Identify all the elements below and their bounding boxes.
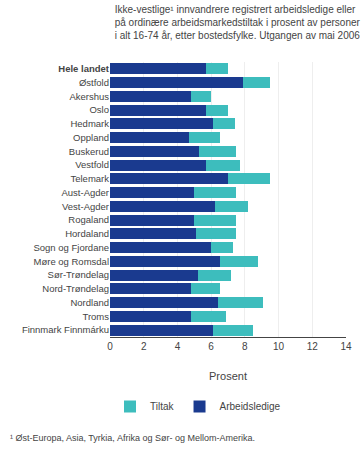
svg-text:10: 10	[273, 341, 285, 352]
svg-text:8: 8	[242, 341, 248, 352]
svg-text:Rogaland: Rogaland	[68, 214, 109, 225]
svg-text:Sogn og Fjordane: Sogn og Fjordane	[33, 242, 109, 253]
svg-text:Buskerud: Buskerud	[69, 146, 109, 157]
svg-text:Vest-Agder: Vest-Agder	[62, 201, 109, 212]
svg-text:Vestfold: Vestfold	[75, 159, 109, 170]
svg-text:14: 14	[340, 341, 352, 352]
svg-text:Hedmark: Hedmark	[70, 118, 109, 129]
svg-text:12: 12	[307, 341, 319, 352]
svg-text:Hordaland: Hordaland	[65, 228, 109, 239]
svg-text:Tiltak: Tiltak	[150, 401, 175, 412]
svg-text:Møre og Romsdal: Møre og Romsdal	[34, 256, 110, 267]
svg-text:2: 2	[141, 341, 147, 352]
svg-text:Hele landet: Hele landet	[58, 63, 110, 74]
svg-text:Nord-Trøndelag: Nord-Trøndelag	[42, 283, 109, 294]
svg-text:Oppland: Oppland	[73, 132, 109, 143]
svg-text:Nordland: Nordland	[70, 297, 109, 308]
svg-text:Østfold: Østfold	[79, 77, 109, 88]
svg-text:Prosent: Prosent	[209, 370, 247, 382]
svg-text:Troms: Troms	[82, 311, 109, 322]
svg-text:Telemark: Telemark	[70, 173, 109, 184]
svg-text:¹ Øst-Europa, Asia, Tyrkia, Af: ¹ Øst-Europa, Asia, Tyrkia, Afrika og Sø…	[10, 433, 255, 443]
svg-text:Akershus: Akershus	[69, 91, 109, 102]
svg-text:0: 0	[107, 341, 113, 352]
svg-text:Aust-Agder: Aust-Agder	[61, 187, 109, 198]
svg-text:Arbeidsledige: Arbeidsledige	[220, 401, 281, 412]
svg-text:Finnmark Finnmárku: Finnmark Finnmárku	[22, 324, 109, 335]
svg-text:6: 6	[208, 341, 214, 352]
svg-text:Oslo: Oslo	[89, 104, 109, 115]
svg-text:Ikke-vestlige¹ innvandrere reg: Ikke-vestlige¹ innvandrere registrert ar…	[115, 4, 361, 41]
svg-text:4: 4	[175, 341, 181, 352]
svg-text:Sør-Trøndelag: Sør-Trøndelag	[48, 269, 109, 280]
